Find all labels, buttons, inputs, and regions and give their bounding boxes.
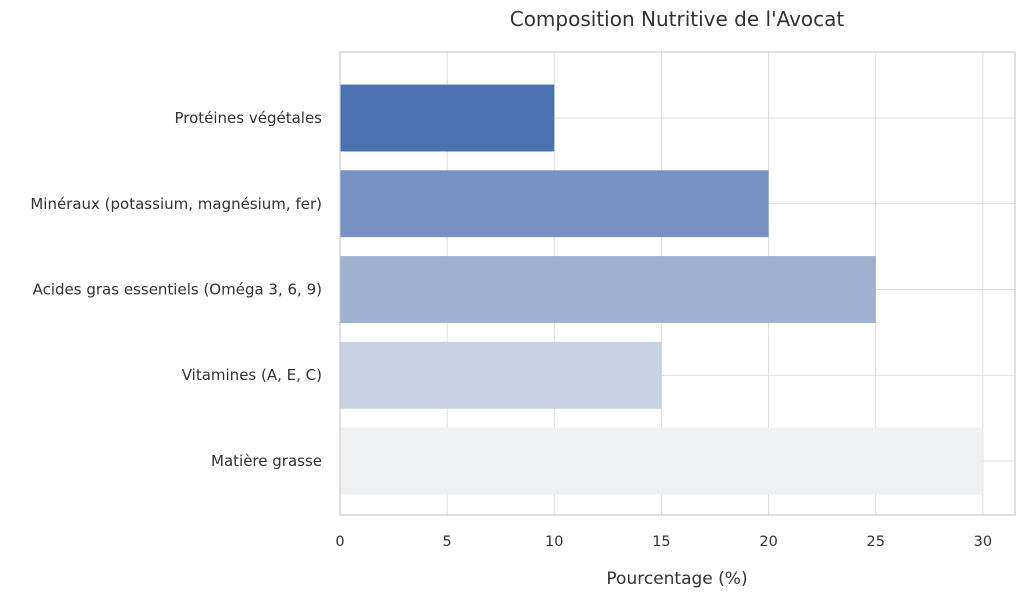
x-tick-label: 25 (866, 534, 884, 550)
bar (340, 256, 876, 323)
x-tick-labels: 0 5 10 15 20 25 30 (335, 534, 992, 550)
bar (340, 84, 555, 152)
bar (340, 341, 662, 409)
chart-title: Composition Nutritive de l'Avocat (510, 7, 845, 31)
category-label: Acides gras essentiels (Oméga 3, 6, 9) (33, 281, 322, 299)
x-tick-label: 20 (759, 534, 777, 550)
y-category-labels: Matière grasse Vitamines (A, E, C) Acides … (30, 109, 322, 470)
bar (340, 427, 983, 495)
x-tick-label: 10 (545, 534, 563, 550)
x-tick-label: 15 (652, 534, 670, 550)
category-label: Protéines végétales (174, 109, 322, 127)
x-tick-label: 30 (974, 534, 992, 550)
category-label: Vitamines (A, E, C) (182, 366, 322, 384)
bars (340, 84, 983, 495)
x-axis-label: Pourcentage (%) (606, 569, 747, 589)
plot-frame (339, 51, 1016, 516)
x-tick-label: 0 (335, 534, 344, 550)
category-label: Minéraux (potassium, magnésium, fer) (30, 195, 322, 213)
category-label: Matière grasse (211, 452, 322, 470)
x-tick-label: 5 (443, 534, 452, 550)
bar (340, 170, 769, 238)
